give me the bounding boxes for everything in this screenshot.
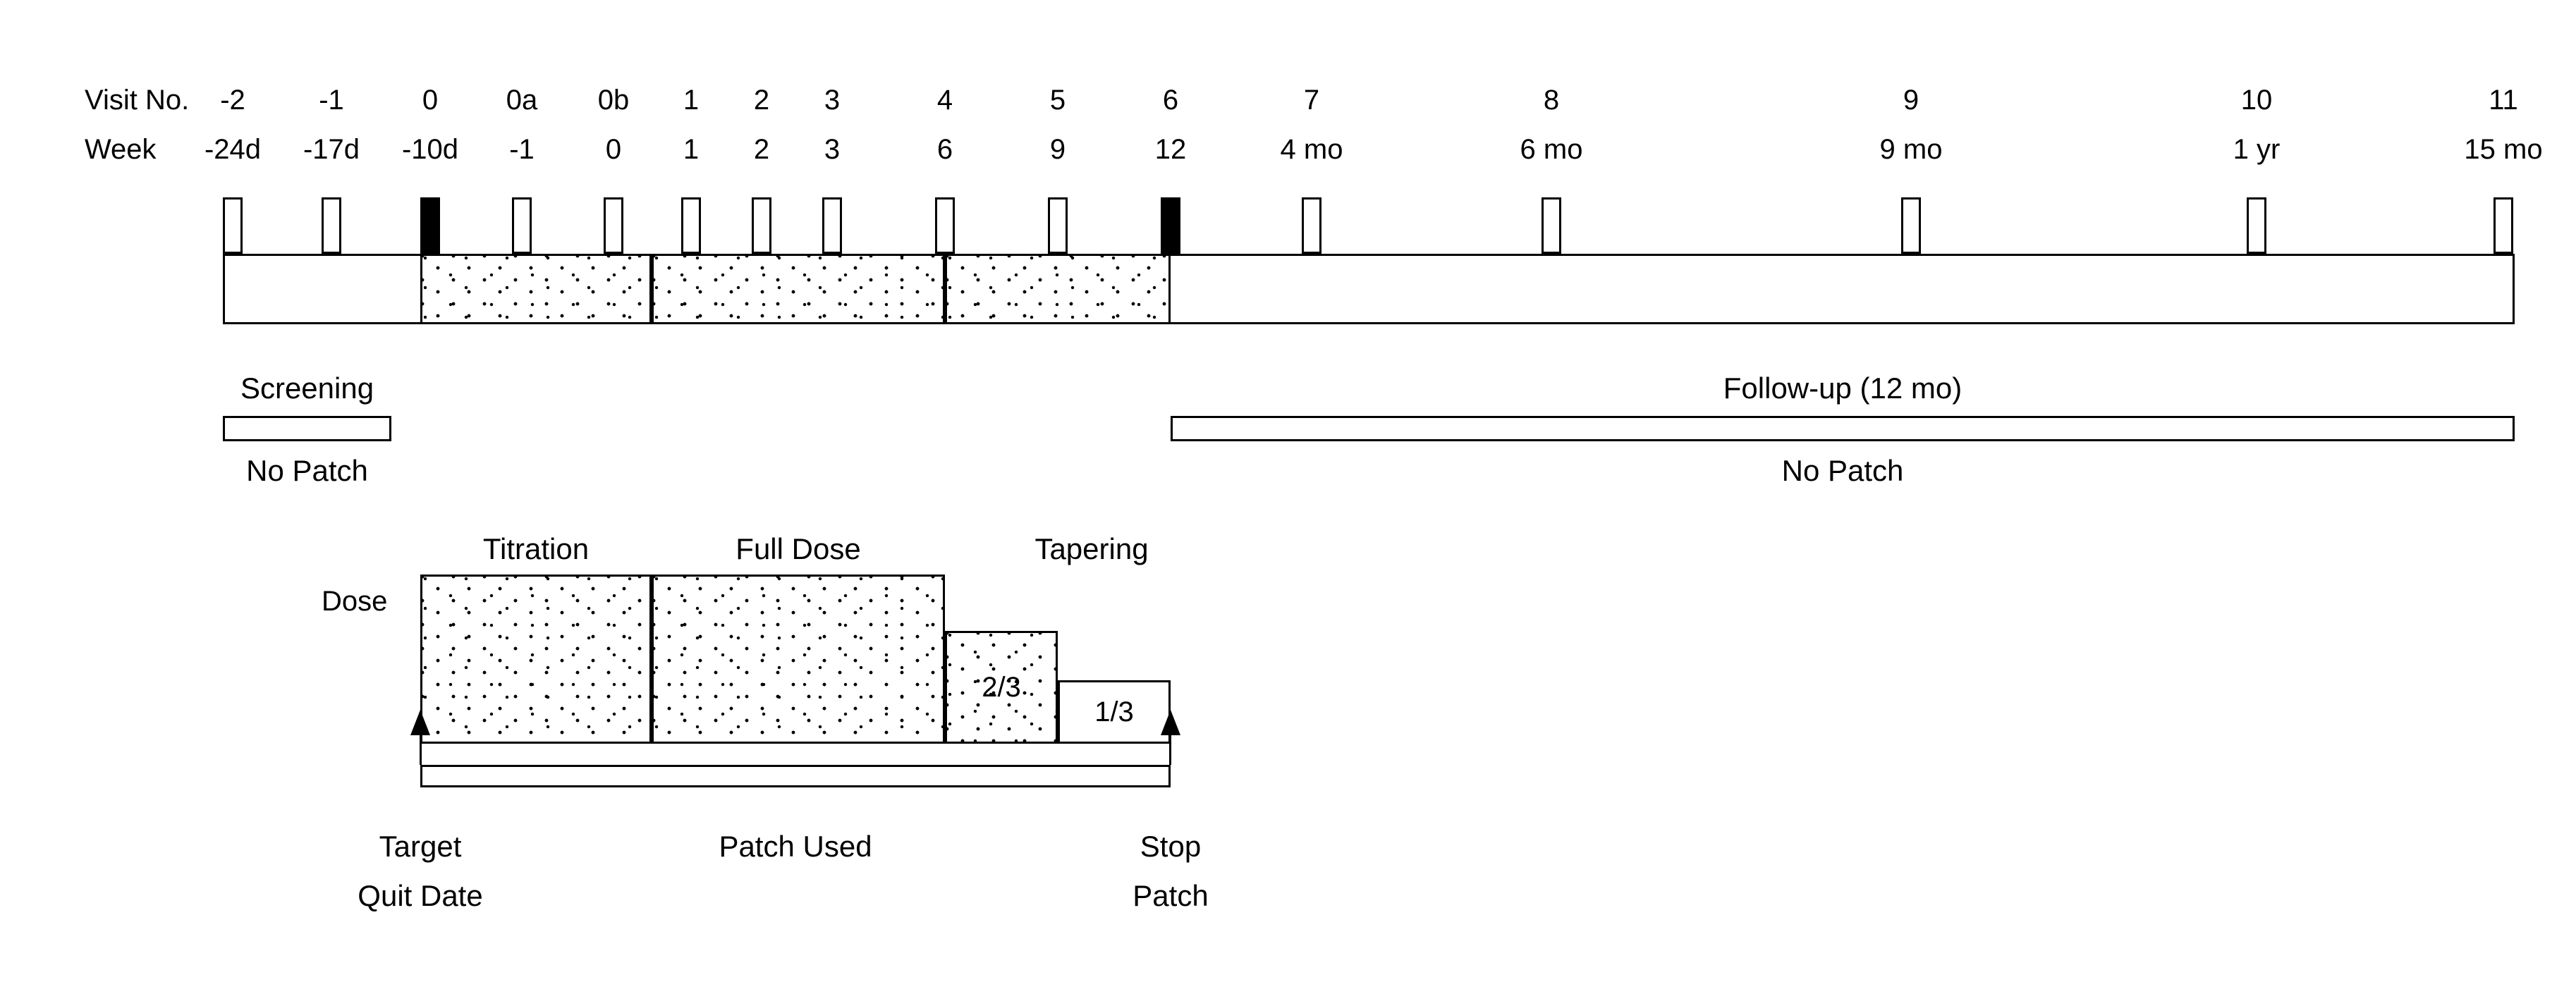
visit-tick-6 [752,197,771,254]
patch-arrow-right-head [1161,710,1180,735]
patch-arrow-left-shaft [420,734,422,765]
week-label-0: -24d [205,134,261,166]
screening-label: Screening [240,371,374,405]
fulldose-label: Full Dose [735,532,860,566]
patch-arrow-right-shaft [1169,734,1171,765]
visit-number-3: 0a [506,85,538,116]
visit-number-1: -1 [319,85,344,116]
followup-bar [1171,416,2515,441]
titration-label: Titration [483,532,589,566]
main-phase-0 [420,254,652,324]
dose-row-label: Dose [322,586,387,618]
visit-number-10: 6 [1163,85,1178,116]
visit-tick-4 [604,197,623,254]
target-label-1: Target [379,830,462,864]
week-label-12: 6 mo [1520,134,1583,166]
visit-tick-9 [1048,197,1068,254]
visit-number-6: 2 [754,85,769,116]
week-label-9: 9 [1050,134,1066,166]
visit-number-11: 7 [1304,85,1319,116]
visit-number-12: 8 [1544,85,1559,116]
dose-taper-13-label: 1/3 [1094,696,1134,728]
visit-tick-2 [420,197,440,254]
week-label-4: 0 [606,134,621,166]
week-label-8: 6 [937,134,953,166]
visit-number-4: 0b [598,85,630,116]
visit-tick-8 [935,197,955,254]
stop-label-2: Patch [1133,879,1208,913]
patch-used-bar [420,765,1171,787]
visit-number-0: -2 [220,85,245,116]
week-label-3: -1 [509,134,535,166]
week-label-13: 9 mo [1880,134,1943,166]
visit-number-8: 4 [937,85,953,116]
week-label-7: 3 [824,134,840,166]
week-label-14: 1 yr [2233,134,2281,166]
dose-titration-box [420,575,652,744]
main-phase-2 [945,254,1171,324]
week-label-10: 12 [1155,134,1187,166]
screening-no-patch: No Patch [246,454,368,488]
followup-no-patch: No Patch [1782,454,1904,488]
stop-label-1: Stop [1140,830,1201,864]
patch-arrow-left-head [410,710,430,735]
tapering-label: Tapering [1034,532,1148,566]
visit-tick-0 [223,197,243,254]
visit-tick-11 [1302,197,1321,254]
week-label-1: -17d [303,134,360,166]
visit-tick-3 [512,197,532,254]
row-label-visit: Visit No. [85,85,189,116]
week-label-5: 1 [683,134,699,166]
visit-tick-14 [2247,197,2266,254]
visit-tick-5 [681,197,701,254]
timeline-diagram: Visit No.Week-2-24d-1-17d0-10d0a-10b0112… [0,0,2576,1001]
row-label-week: Week [85,134,157,166]
week-label-15: 15 mo [2464,134,2542,166]
week-label-2: -10d [402,134,458,166]
visit-tick-12 [1542,197,1561,254]
screening-bar [223,416,391,441]
visit-tick-10 [1161,197,1180,254]
dose-fulldose-box [652,575,945,744]
visit-number-9: 5 [1050,85,1066,116]
visit-number-7: 3 [824,85,840,116]
visit-tick-7 [822,197,842,254]
dose-taper-23-label: 2/3 [982,672,1021,704]
patch-used-label: Patch Used [719,830,872,864]
visit-tick-13 [1901,197,1921,254]
visit-tick-15 [2493,197,2513,254]
followup-label: Follow-up (12 mo) [1723,371,1962,405]
visit-tick-1 [322,197,341,254]
visit-number-14: 10 [2241,85,2273,116]
visit-number-5: 1 [683,85,699,116]
visit-number-15: 11 [2489,85,2518,116]
week-label-11: 4 mo [1281,134,1343,166]
visit-number-2: 0 [422,85,438,116]
visit-number-13: 9 [1903,85,1919,116]
week-label-6: 2 [754,134,769,166]
main-phase-1 [652,254,945,324]
target-label-2: Quit Date [358,879,482,913]
